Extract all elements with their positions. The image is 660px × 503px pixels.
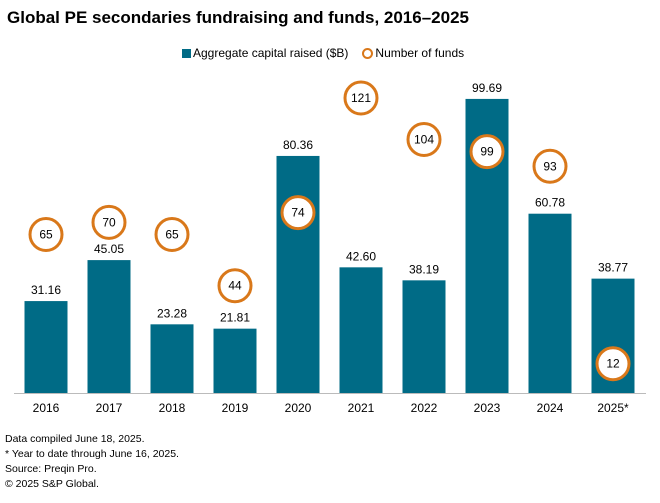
- footnotes: Data compiled June 18, 2025. * Year to d…: [5, 432, 179, 492]
- bar-2021: [339, 267, 383, 393]
- fund-count-label: 104: [414, 132, 434, 146]
- fund-count-marker: [406, 121, 442, 157]
- fund-count-label: 99: [480, 145, 494, 159]
- bar-value-label: 23.28: [157, 306, 187, 320]
- bar-2018: [150, 324, 194, 393]
- fund-count-marker: [28, 217, 64, 253]
- x-tick-label: 2025*: [597, 401, 629, 415]
- legend-swatch-bar: [182, 48, 191, 58]
- note-ytd: * Year to date through June 16, 2025.: [5, 448, 179, 460]
- x-tick-label: 2023: [474, 401, 501, 415]
- bar-value-label: 42.60: [346, 249, 376, 263]
- bar-value-label: 80.36: [283, 138, 313, 152]
- fund-count-marker: [154, 217, 190, 253]
- note-source: Source: Preqin Pro.: [5, 463, 97, 475]
- note-copyright: © 2025 S&P Global.: [5, 478, 99, 490]
- legend-label-capital: Aggregate capital raised ($B): [193, 46, 349, 60]
- bar-value-label: 99.69: [472, 81, 502, 95]
- legend: Aggregate capital raised ($B) Number of …: [182, 46, 464, 60]
- fund-count-label: 93: [543, 159, 557, 173]
- x-tick-label: 2020: [285, 401, 312, 415]
- legend-label-funds: Number of funds: [375, 46, 465, 60]
- note-compiled: Data compiled June 18, 2025.: [5, 433, 145, 445]
- bar-2019: [213, 328, 257, 393]
- fund-count-label: 44: [228, 279, 242, 293]
- bar-2017: [87, 260, 131, 393]
- bar-value-label: 45.05: [94, 242, 124, 256]
- bar-value-label: 60.78: [535, 196, 565, 210]
- legend-item-capital: Aggregate capital raised ($B): [182, 46, 348, 60]
- legend-item-funds: Number of funds: [362, 46, 464, 60]
- fund-count-label: 65: [165, 228, 179, 242]
- fund-count-label: 121: [351, 91, 371, 105]
- fund-count-label: 74: [291, 206, 305, 220]
- x-tick-label: 2021: [348, 401, 375, 415]
- fund-count-marker: [532, 148, 568, 184]
- fund-count-marker: [91, 204, 127, 240]
- fund-count-marker: [280, 195, 316, 231]
- bar-value-label: 38.77: [598, 261, 628, 275]
- legend-swatch-circle: [362, 47, 374, 59]
- x-tick-label: 2016: [33, 401, 60, 415]
- x-tick-label: 2018: [159, 401, 186, 415]
- x-tick-label: 2017: [96, 401, 123, 415]
- fund-count-label: 70: [102, 215, 116, 229]
- bar-2016: [24, 301, 68, 393]
- chart-title: Global PE secondaries fundraising and fu…: [7, 8, 469, 27]
- bar-value-label: 31.16: [31, 283, 61, 297]
- x-tick-label: 2019: [222, 401, 249, 415]
- bar-2022: [402, 280, 446, 393]
- fund-count-marker: [217, 268, 253, 304]
- fund-count-marker: [469, 134, 505, 170]
- fund-count-marker: [595, 346, 631, 382]
- x-tick-label: 2024: [537, 401, 564, 415]
- bar-value-label: 38.19: [409, 262, 439, 276]
- fund-count-label: 12: [606, 357, 620, 371]
- x-tick-label: 2022: [411, 401, 438, 415]
- fund-count-label: 65: [39, 228, 53, 242]
- bar-2020: [276, 155, 320, 393]
- bar-2024: [528, 213, 572, 393]
- bar-value-label: 21.81: [220, 311, 250, 325]
- fund-count-marker: [343, 80, 379, 116]
